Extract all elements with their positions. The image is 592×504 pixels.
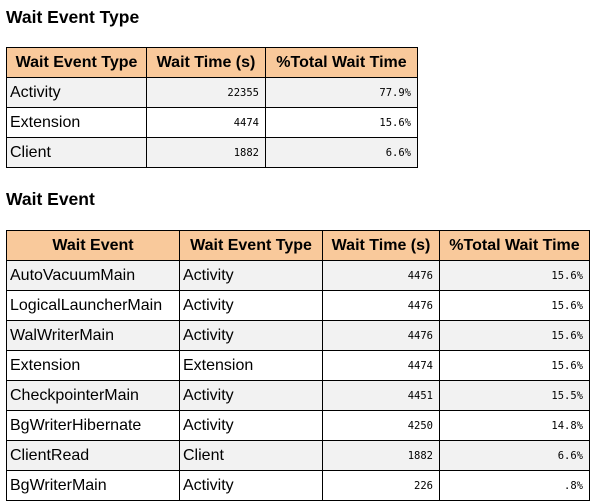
cell-wait-event: AutoVacuumMain <box>6 260 180 291</box>
table-header-row: Wait Event Type Wait Time (s) %Total Wai… <box>6 47 418 78</box>
cell-pct-total: 15.6% <box>265 107 418 138</box>
cell-wait-time: 4451 <box>322 380 440 411</box>
wait-event-type-title: Wait Event Type <box>6 7 140 27</box>
table-row: WalWriterMain Activity 4476 15.6% <box>6 320 590 351</box>
cell-wait-event-type: Activity <box>179 320 323 351</box>
table-row: ClientRead Client 1882 6.6% <box>6 440 590 471</box>
column-header-wait-event-type: Wait Event Type <box>179 230 323 261</box>
cell-wait-event: ClientRead <box>6 440 180 471</box>
cell-wait-event-type: Activity <box>179 260 323 291</box>
column-header-pct-total-wait-time: %Total Wait Time <box>265 47 418 78</box>
cell-wait-event-type: Activity <box>179 290 323 321</box>
table-row: LogicalLauncherMain Activity 4476 15.6% <box>6 290 590 321</box>
cell-pct-total: 6.6% <box>439 440 590 471</box>
cell-wait-event-type: Activity <box>179 470 323 501</box>
cell-pct-total: 15.6% <box>439 290 590 321</box>
cell-wait-time: 4474 <box>146 107 266 138</box>
cell-wait-time: 4476 <box>322 290 440 321</box>
table-row: Client 1882 6.6% <box>6 137 418 168</box>
cell-pct-total: 15.6% <box>439 350 590 381</box>
cell-wait-event: WalWriterMain <box>6 320 180 351</box>
column-header-wait-time: Wait Time (s) <box>146 47 266 78</box>
column-header-wait-event-type: Wait Event Type <box>6 47 147 78</box>
cell-pct-total: 6.6% <box>265 137 418 168</box>
table-row: CheckpointerMain Activity 4451 15.5% <box>6 380 590 411</box>
cell-wait-event: BgWriterMain <box>6 470 180 501</box>
cell-wait-event: Extension <box>6 350 180 381</box>
cell-wait-time: 22355 <box>146 77 266 108</box>
wait-event-title: Wait Event <box>6 189 95 209</box>
cell-wait-time: 1882 <box>322 440 440 471</box>
cell-pct-total: 15.6% <box>439 260 590 291</box>
cell-pct-total: 77.9% <box>265 77 418 108</box>
table-row: Activity 22355 77.9% <box>6 77 418 108</box>
cell-wait-time: 4476 <box>322 260 440 291</box>
cell-wait-event-type: Client <box>6 137 147 168</box>
cell-pct-total: 15.5% <box>439 380 590 411</box>
table-row: Extension Extension 4474 15.6% <box>6 350 590 381</box>
cell-wait-event: CheckpointerMain <box>6 380 180 411</box>
cell-pct-total: 14.8% <box>439 410 590 441</box>
cell-wait-event-type: Activity <box>179 380 323 411</box>
cell-wait-time: 4250 <box>322 410 440 441</box>
table-row: Extension 4474 15.6% <box>6 107 418 138</box>
cell-wait-event-type: Extension <box>6 107 147 138</box>
table-row: BgWriterMain Activity 226 .8% <box>6 470 590 501</box>
cell-wait-event-type: Extension <box>179 350 323 381</box>
cell-wait-event-type: Activity <box>6 77 147 108</box>
cell-pct-total: .8% <box>439 470 590 501</box>
cell-wait-time: 226 <box>322 470 440 501</box>
column-header-pct-total-wait-time: %Total Wait Time <box>439 230 590 261</box>
wait-event-table: Wait Event Wait Event Type Wait Time (s)… <box>6 230 590 501</box>
cell-wait-time: 4476 <box>322 320 440 351</box>
column-header-wait-event: Wait Event <box>6 230 180 261</box>
cell-wait-event: BgWriterHibernate <box>6 410 180 441</box>
column-header-wait-time: Wait Time (s) <box>322 230 440 261</box>
cell-wait-time: 1882 <box>146 137 266 168</box>
table-header-row: Wait Event Wait Event Type Wait Time (s)… <box>6 230 590 261</box>
cell-wait-time: 4474 <box>322 350 440 381</box>
wait-event-type-table: Wait Event Type Wait Time (s) %Total Wai… <box>6 47 418 168</box>
cell-wait-event-type: Activity <box>179 410 323 441</box>
cell-pct-total: 15.6% <box>439 320 590 351</box>
cell-wait-event: LogicalLauncherMain <box>6 290 180 321</box>
cell-wait-event-type: Client <box>179 440 323 471</box>
table-row: BgWriterHibernate Activity 4250 14.8% <box>6 410 590 441</box>
table-row: AutoVacuumMain Activity 4476 15.6% <box>6 260 590 291</box>
